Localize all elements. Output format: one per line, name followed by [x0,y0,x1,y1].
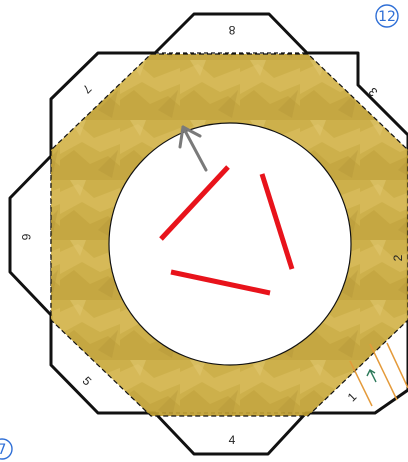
edge-label-top: 8 [228,23,235,37]
puzzle-number: 12 [378,9,396,25]
corner-circled-mark: 7 [0,438,13,460]
edge-label-upper-right: 3 [365,84,380,99]
edge-label-bottom: 4 [229,433,236,447]
center-circle [108,122,352,366]
wall-left [159,165,230,241]
up-left-arrow-icon [178,125,208,172]
edge-label-right: 2 [391,254,405,261]
wall-right [259,173,295,270]
corner-mark-number: 7 [0,442,6,458]
up-arrow-icon [366,369,377,383]
wall-bottom [170,269,271,296]
edge-label-left: 6 [19,234,33,241]
circled-number-icon: 12 [375,4,399,28]
orange-tab [349,342,408,407]
